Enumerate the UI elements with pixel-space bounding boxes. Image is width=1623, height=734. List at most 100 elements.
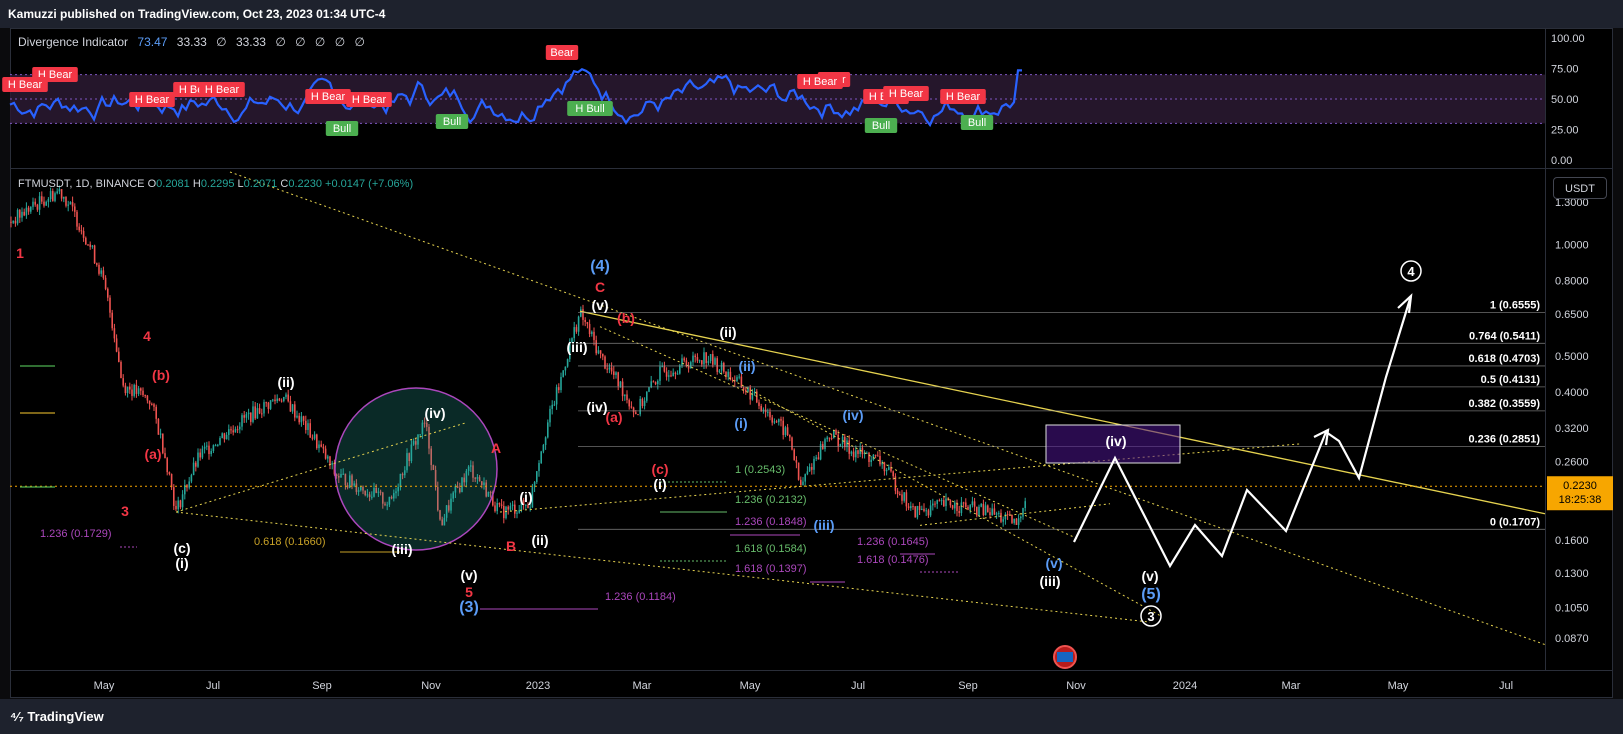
- price-axis-tick: 0.8000: [1555, 275, 1589, 287]
- candle-body: [551, 404, 553, 409]
- candle-body: [734, 379, 736, 382]
- candle-body: [841, 436, 844, 444]
- candle-body: [30, 206, 32, 212]
- candle-body: [267, 402, 270, 409]
- wave-label: (ii): [277, 374, 294, 390]
- chart-frame[interactable]: [10, 28, 1613, 698]
- candle-body: [179, 500, 182, 508]
- candle-body: [850, 451, 853, 454]
- candle-body: [43, 201, 45, 206]
- candle-body: [835, 430, 837, 435]
- candle-body: [421, 422, 424, 435]
- candle-body: [118, 351, 120, 362]
- candle-body: [412, 441, 415, 445]
- wave-label: (a): [605, 409, 622, 425]
- candle-body: [137, 388, 140, 394]
- candle-body: [346, 485, 349, 488]
- candle-body: [247, 412, 250, 415]
- candle-body: [652, 381, 655, 383]
- candle-body: [604, 356, 606, 369]
- wave-label: (iii): [1040, 573, 1061, 589]
- candle-body: [654, 382, 657, 385]
- pane-divider[interactable]: [10, 168, 1613, 169]
- indicator-value: ∅: [354, 35, 365, 49]
- divergence-tag-bg: [545, 45, 579, 60]
- candle-body: [751, 393, 754, 400]
- candle-body: [177, 500, 179, 510]
- candle-body: [518, 510, 520, 513]
- candle-body: [351, 475, 353, 486]
- symbol-legend[interactable]: FTMUSDT, 1D, BINANCE O0.2081 H0.2295 L0.…: [18, 178, 413, 190]
- wave-label: (iv): [1106, 433, 1127, 449]
- candle-body: [927, 510, 930, 516]
- candle-body: [153, 404, 155, 407]
- candle-body: [280, 400, 283, 402]
- tradingview-logo[interactable]: ⁴⁄₇ TradingView: [10, 709, 104, 724]
- candle-body: [111, 312, 113, 329]
- candle-body: [399, 473, 402, 488]
- candle-body: [646, 391, 648, 401]
- candle-body: [503, 505, 505, 519]
- candle-body: [784, 427, 787, 435]
- footer: ⁴⁄₇ TradingView: [0, 699, 1623, 734]
- fib-extension-label: 1.618 (0.1397): [735, 563, 807, 575]
- candle-body: [868, 452, 870, 462]
- candle-body: [155, 406, 157, 419]
- time-axis-tick: Mar: [1282, 680, 1301, 692]
- candle-body: [951, 505, 954, 509]
- candle-body: [936, 500, 938, 504]
- candle-body: [142, 390, 144, 396]
- candle-body: [1000, 512, 1002, 522]
- wave-label: (c): [173, 540, 190, 556]
- candle-body: [498, 503, 501, 505]
- candle-body: [65, 196, 67, 206]
- candle-body: [628, 399, 630, 407]
- candle-body: [745, 389, 747, 392]
- candle-body: [428, 426, 430, 449]
- fib-level-label: 0.764 (0.5411): [1469, 330, 1540, 342]
- candle-body: [122, 378, 124, 386]
- candle-body: [93, 245, 96, 264]
- candle-body: [555, 387, 558, 405]
- candle-body: [214, 445, 217, 447]
- candle-body: [797, 462, 800, 480]
- candle-body: [52, 191, 54, 201]
- fib-extension-label: 1.618 (0.1584): [735, 543, 807, 555]
- candle-body: [694, 355, 696, 358]
- divergence-tag: Bull: [333, 123, 351, 135]
- indicator-axis-tick: 25.00: [1551, 125, 1579, 137]
- candle-body: [861, 447, 864, 455]
- candle-body: [630, 406, 633, 408]
- candle-body: [115, 338, 118, 352]
- candle-body: [342, 473, 344, 475]
- time-axis-tick: Jul: [1499, 680, 1513, 692]
- indicator-value: ∅: [295, 35, 306, 49]
- indicator-legend[interactable]: Divergence Indicator 73.47 33.33 ∅ 33.33…: [18, 35, 365, 49]
- candle-body: [1002, 519, 1004, 522]
- wave-label: (iv): [843, 407, 864, 423]
- candle-body: [505, 506, 507, 519]
- divergence-tag: H Bear: [8, 79, 43, 91]
- candle-body: [395, 491, 397, 494]
- candle-body: [34, 201, 36, 205]
- candle-body: [828, 437, 831, 439]
- symbol-name: FTMUSDT, 1D, BINANCE: [18, 178, 145, 190]
- candle-body: [239, 426, 241, 430]
- candle-body: [1022, 507, 1024, 517]
- candle-body: [582, 309, 584, 320]
- fib-level-label: 0.382 (0.3559): [1468, 398, 1540, 410]
- candle-body: [21, 211, 23, 218]
- candle-body: [738, 376, 740, 378]
- candle-body: [954, 502, 956, 509]
- wave-label: (i): [734, 415, 747, 431]
- candle-body: [621, 381, 624, 397]
- wave-label: (i): [519, 489, 532, 505]
- currency-button[interactable]: USDT: [1553, 177, 1607, 199]
- candle-body: [769, 411, 771, 418]
- candle-body: [87, 244, 89, 246]
- candle-body: [109, 297, 111, 313]
- candle-body: [1015, 518, 1018, 525]
- candle-body: [573, 327, 575, 339]
- candle-body: [157, 418, 160, 435]
